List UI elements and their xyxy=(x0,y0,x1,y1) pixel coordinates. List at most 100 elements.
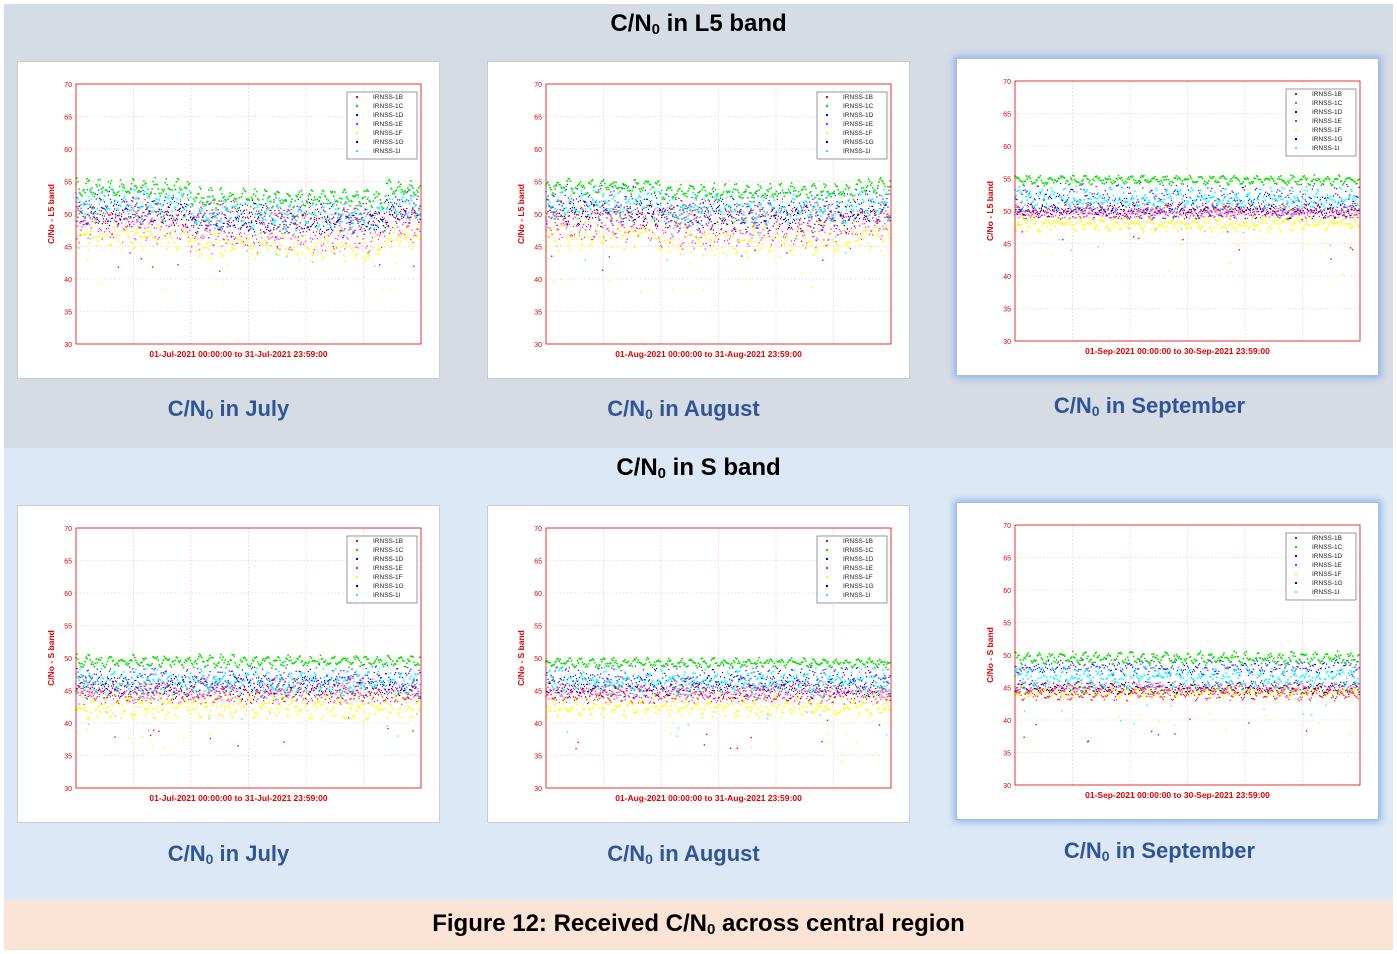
data-point xyxy=(206,218,208,221)
data-point xyxy=(888,215,890,217)
data-point xyxy=(826,218,828,220)
data-point xyxy=(91,206,93,209)
data-point xyxy=(726,191,729,193)
data-point xyxy=(601,180,603,182)
data-point xyxy=(277,190,279,193)
data-point xyxy=(187,226,189,228)
data-point xyxy=(865,226,867,228)
data-point xyxy=(588,181,591,184)
data-point xyxy=(813,236,815,238)
data-point xyxy=(396,186,399,189)
series-irnss-1d xyxy=(545,183,891,227)
data-point xyxy=(635,231,638,233)
data-point xyxy=(350,221,352,223)
data-point xyxy=(658,237,660,239)
data-point xyxy=(202,237,204,240)
data-point xyxy=(591,202,593,204)
data-point xyxy=(650,215,653,217)
data-point xyxy=(408,227,410,230)
data-point xyxy=(583,193,586,196)
data-point xyxy=(639,231,642,234)
data-point xyxy=(277,216,279,218)
data-point xyxy=(142,184,144,186)
data-point xyxy=(792,190,795,192)
series-irnss-1f xyxy=(1014,214,1360,276)
data-point xyxy=(746,252,748,254)
data-point xyxy=(102,186,105,189)
data-point xyxy=(415,229,417,231)
data-point xyxy=(602,213,604,215)
data-point xyxy=(675,198,677,200)
data-point xyxy=(90,204,92,206)
data-point xyxy=(644,215,647,217)
data-point xyxy=(211,258,213,260)
data-point xyxy=(690,205,692,207)
data-point xyxy=(332,203,335,205)
data-point xyxy=(827,194,829,197)
data-point xyxy=(269,237,271,240)
data-point xyxy=(691,210,693,212)
data-point xyxy=(240,213,242,215)
data-point xyxy=(266,249,269,251)
data-point xyxy=(737,240,740,243)
data-point xyxy=(285,228,287,230)
data-point xyxy=(213,202,215,204)
data-point xyxy=(258,217,260,219)
data-point xyxy=(203,236,205,238)
data-point xyxy=(874,192,877,195)
data-point xyxy=(764,192,766,195)
data-point xyxy=(750,239,752,242)
data-point xyxy=(90,211,92,213)
data-point xyxy=(194,222,197,224)
data-point xyxy=(648,204,651,206)
data-point xyxy=(142,211,144,213)
data-point xyxy=(792,218,795,220)
data-point xyxy=(734,208,736,210)
data-point xyxy=(824,244,826,246)
data-point xyxy=(114,230,117,233)
data-point xyxy=(766,189,769,191)
data-point xyxy=(615,244,617,247)
data-point xyxy=(559,183,562,186)
data-point xyxy=(98,184,101,187)
data-point xyxy=(796,218,798,220)
data-point xyxy=(881,229,883,231)
data-point xyxy=(665,189,668,191)
data-point xyxy=(266,208,268,210)
data-point xyxy=(767,249,770,251)
data-point xyxy=(745,191,747,193)
data-point xyxy=(736,189,739,191)
data-point xyxy=(872,217,874,219)
data-point xyxy=(767,230,769,233)
data-point xyxy=(225,217,227,219)
data-point xyxy=(282,237,284,239)
data-point xyxy=(616,211,618,213)
data-point xyxy=(783,233,786,235)
data-point xyxy=(834,210,836,213)
data-point xyxy=(410,216,412,218)
data-point xyxy=(560,201,562,204)
data-point xyxy=(220,252,222,254)
data-point xyxy=(100,230,102,232)
data-point xyxy=(880,211,882,213)
data-point xyxy=(103,207,106,210)
data-point xyxy=(562,216,565,219)
data-point xyxy=(227,232,230,235)
data-point xyxy=(851,215,854,217)
data-point xyxy=(629,212,631,214)
data-point xyxy=(654,223,657,225)
data-point xyxy=(869,220,871,222)
data-point xyxy=(174,230,177,232)
data-point xyxy=(285,199,287,201)
data-point xyxy=(555,216,557,218)
data-point xyxy=(215,207,217,209)
data-point xyxy=(720,228,723,230)
data-point xyxy=(570,230,573,233)
data-point xyxy=(109,182,112,185)
data-point xyxy=(419,218,421,220)
data-point xyxy=(823,239,825,241)
data-point xyxy=(276,228,278,230)
data-point xyxy=(90,191,93,194)
data-point xyxy=(566,223,568,226)
data-point xyxy=(848,206,850,208)
